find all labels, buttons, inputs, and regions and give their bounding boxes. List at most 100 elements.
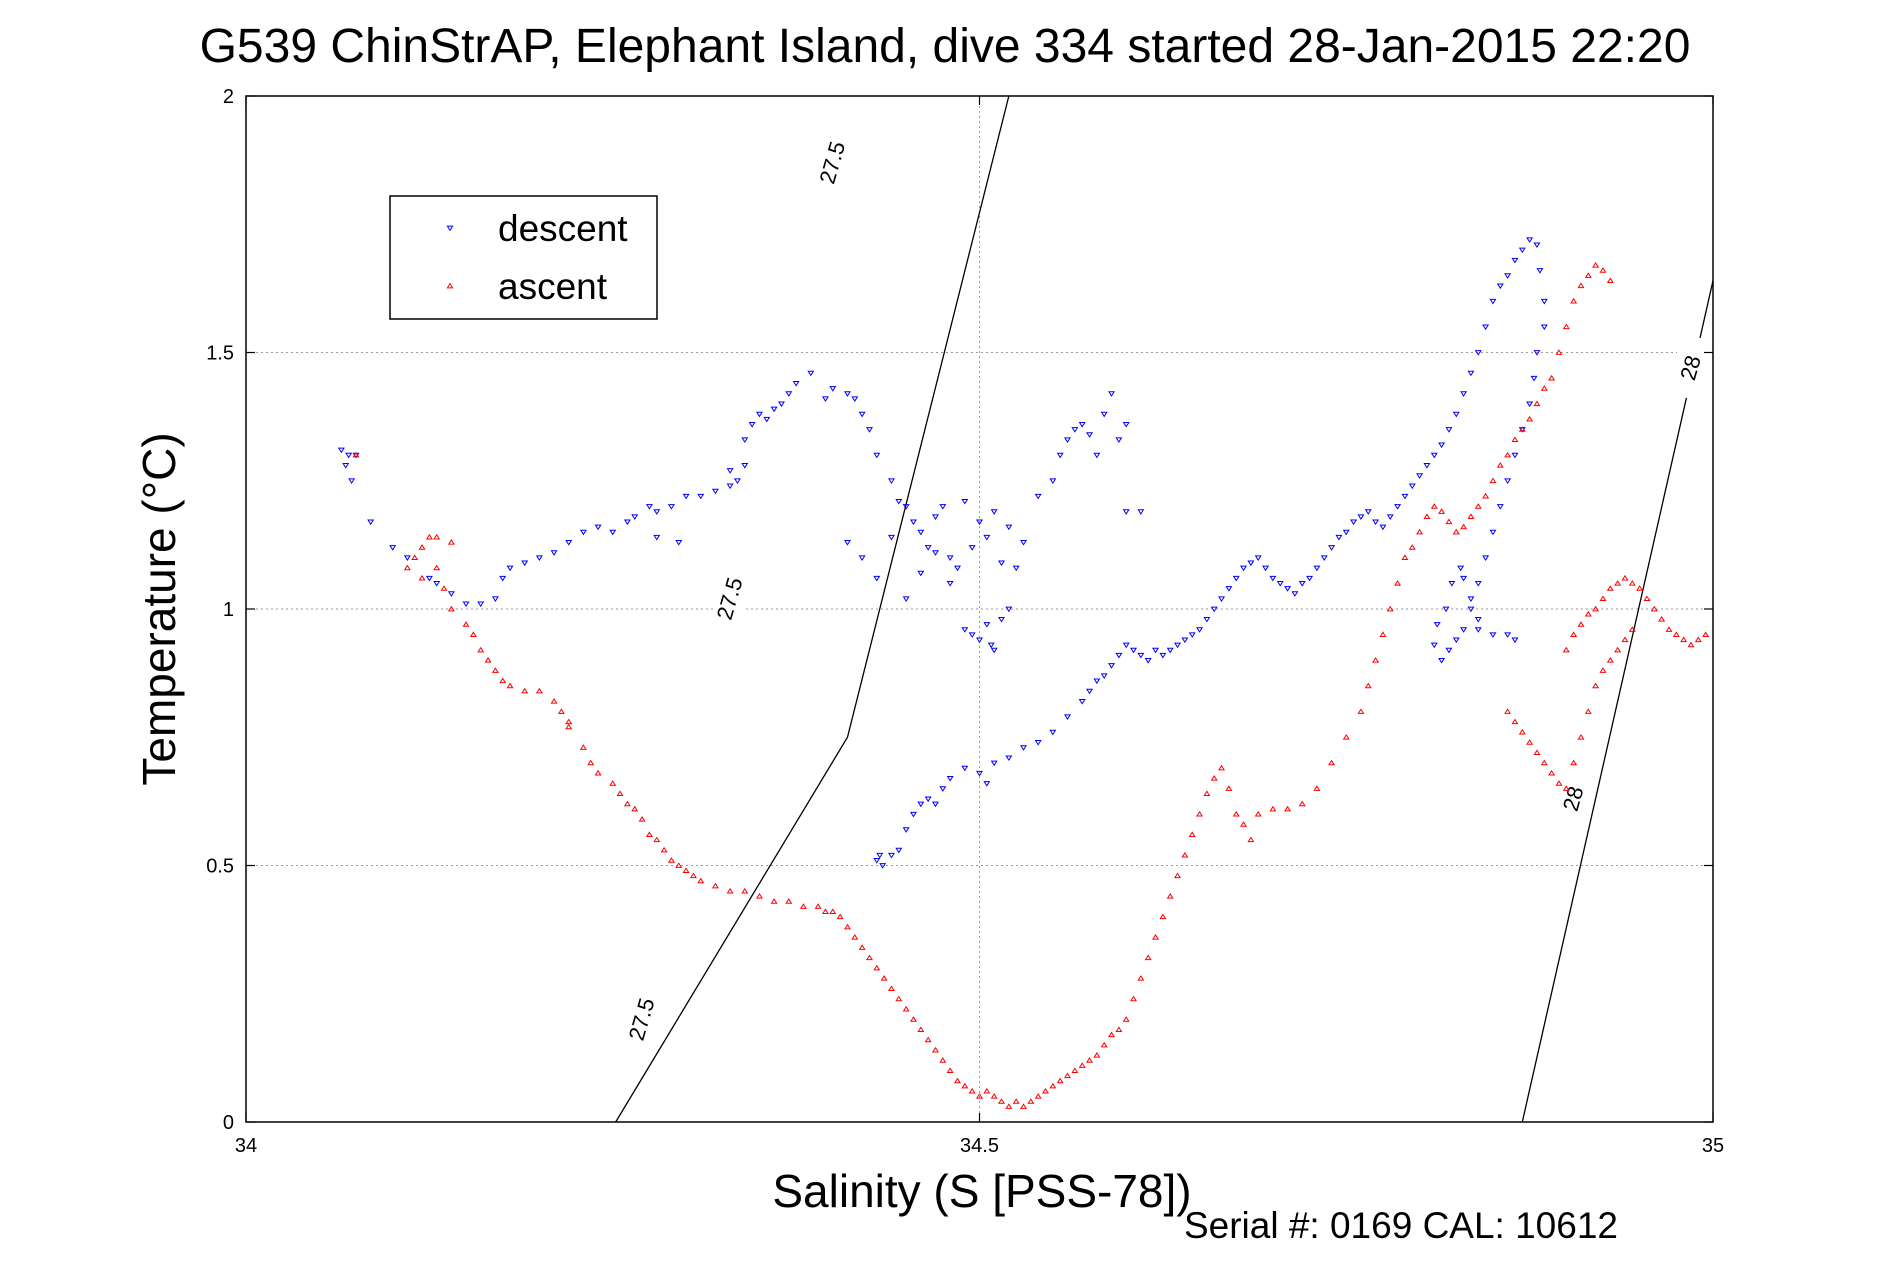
ascent-point — [1078, 1062, 1086, 1068]
y-tick-label: 0.5 — [206, 856, 234, 878]
ascent-point — [1269, 805, 1277, 812]
y-tick-label: 1.5 — [206, 343, 234, 365]
descent-point — [1467, 596, 1475, 603]
ascent-point — [1218, 764, 1226, 771]
ascent-point — [1555, 780, 1563, 786]
ascent-point — [1064, 1072, 1072, 1079]
ascent-point — [1100, 1041, 1108, 1048]
ascent-point — [1401, 554, 1409, 561]
ascent-point — [1540, 385, 1548, 391]
ascent-point — [1650, 605, 1658, 612]
ascent-point — [1489, 477, 1497, 484]
ascent-point — [1056, 1077, 1064, 1084]
ascent-point — [1467, 513, 1475, 519]
ascent-point — [1694, 636, 1702, 643]
ascent-point — [836, 913, 844, 920]
ascent-point — [440, 585, 448, 591]
descent-point — [879, 863, 887, 869]
descent-point — [1166, 647, 1174, 654]
descent-point — [829, 386, 837, 392]
ascent-point — [968, 1087, 976, 1094]
descent-point — [1284, 586, 1292, 592]
legend-marker-ascent — [446, 282, 454, 289]
ascent-point — [1408, 544, 1416, 550]
descent-point — [1416, 473, 1424, 479]
ascent-point — [755, 892, 763, 899]
ascent-point — [939, 1057, 947, 1063]
descent-point — [998, 616, 1006, 623]
ascent-point — [1086, 1057, 1094, 1063]
ascent-point — [917, 1026, 925, 1032]
descent-point — [506, 565, 514, 572]
descent-point — [887, 852, 895, 859]
descent-point — [1457, 565, 1465, 572]
ascent-point — [587, 759, 595, 766]
ascent-point — [506, 682, 514, 689]
descent-point — [1093, 452, 1101, 459]
ascent-point — [1636, 585, 1644, 591]
ascent-point — [1672, 631, 1680, 637]
ascent-point — [1526, 415, 1534, 422]
descent-point — [792, 380, 800, 387]
ascent-point — [1188, 831, 1196, 838]
descent-point — [1122, 642, 1130, 649]
descent-point — [961, 765, 969, 772]
descent-point — [1064, 714, 1072, 721]
ascent-point — [469, 631, 477, 637]
descent-point — [1232, 575, 1240, 582]
descent-point — [755, 411, 763, 418]
ascent-point — [1606, 585, 1614, 591]
descent-point — [1210, 606, 1218, 613]
ascent-point — [1034, 1093, 1042, 1099]
ascent-point — [1137, 975, 1145, 981]
descent-point — [1442, 606, 1450, 613]
descent-point — [1269, 575, 1277, 582]
descent-point — [1408, 483, 1416, 490]
ascent-point — [1687, 641, 1695, 648]
ascent-point — [1372, 657, 1380, 663]
ascent-point — [594, 769, 602, 776]
descent-point — [1005, 524, 1013, 531]
descent-point — [491, 596, 499, 603]
ascent-point — [675, 862, 683, 868]
descent-point — [1489, 632, 1497, 638]
ascent-point — [1540, 759, 1548, 766]
descent-point — [983, 534, 991, 541]
descent-point — [682, 493, 690, 500]
ascent-point — [799, 903, 807, 909]
descent-point — [876, 852, 884, 859]
descent-point — [342, 463, 350, 469]
ascent-point — [770, 898, 778, 904]
ascent-point — [616, 790, 624, 796]
ascent-point — [1247, 836, 1255, 843]
ascent-point — [1174, 872, 1182, 879]
descent-point — [1078, 699, 1086, 705]
ascent-point — [1005, 1103, 1013, 1109]
ascent-point — [1511, 718, 1519, 725]
ascent-point — [1511, 436, 1519, 443]
descent-point — [843, 391, 851, 397]
ascent-point — [1254, 810, 1262, 817]
ascent-point — [1144, 954, 1152, 961]
descent-point — [1533, 350, 1541, 356]
descent-point — [447, 591, 455, 597]
ascent-point — [697, 877, 705, 884]
descent-point — [1115, 652, 1123, 659]
ascent-point — [1570, 297, 1578, 304]
ascent-point — [1628, 626, 1636, 632]
descent-point — [1078, 422, 1086, 428]
ascent-point — [726, 887, 734, 894]
descent-point — [1448, 581, 1456, 587]
descent-point — [1401, 493, 1409, 500]
ascent-point — [880, 975, 888, 981]
descent-point — [917, 570, 925, 577]
ascent-point — [1379, 631, 1387, 637]
descent-point — [1122, 422, 1130, 428]
isopycnal-label-bg — [1559, 768, 1588, 829]
descent-point — [1504, 632, 1512, 638]
ascent-point — [1386, 605, 1394, 612]
descent-point — [1262, 565, 1270, 572]
ascent-point — [909, 1016, 917, 1022]
descent-point — [653, 509, 661, 515]
ascent-point — [1482, 492, 1490, 499]
